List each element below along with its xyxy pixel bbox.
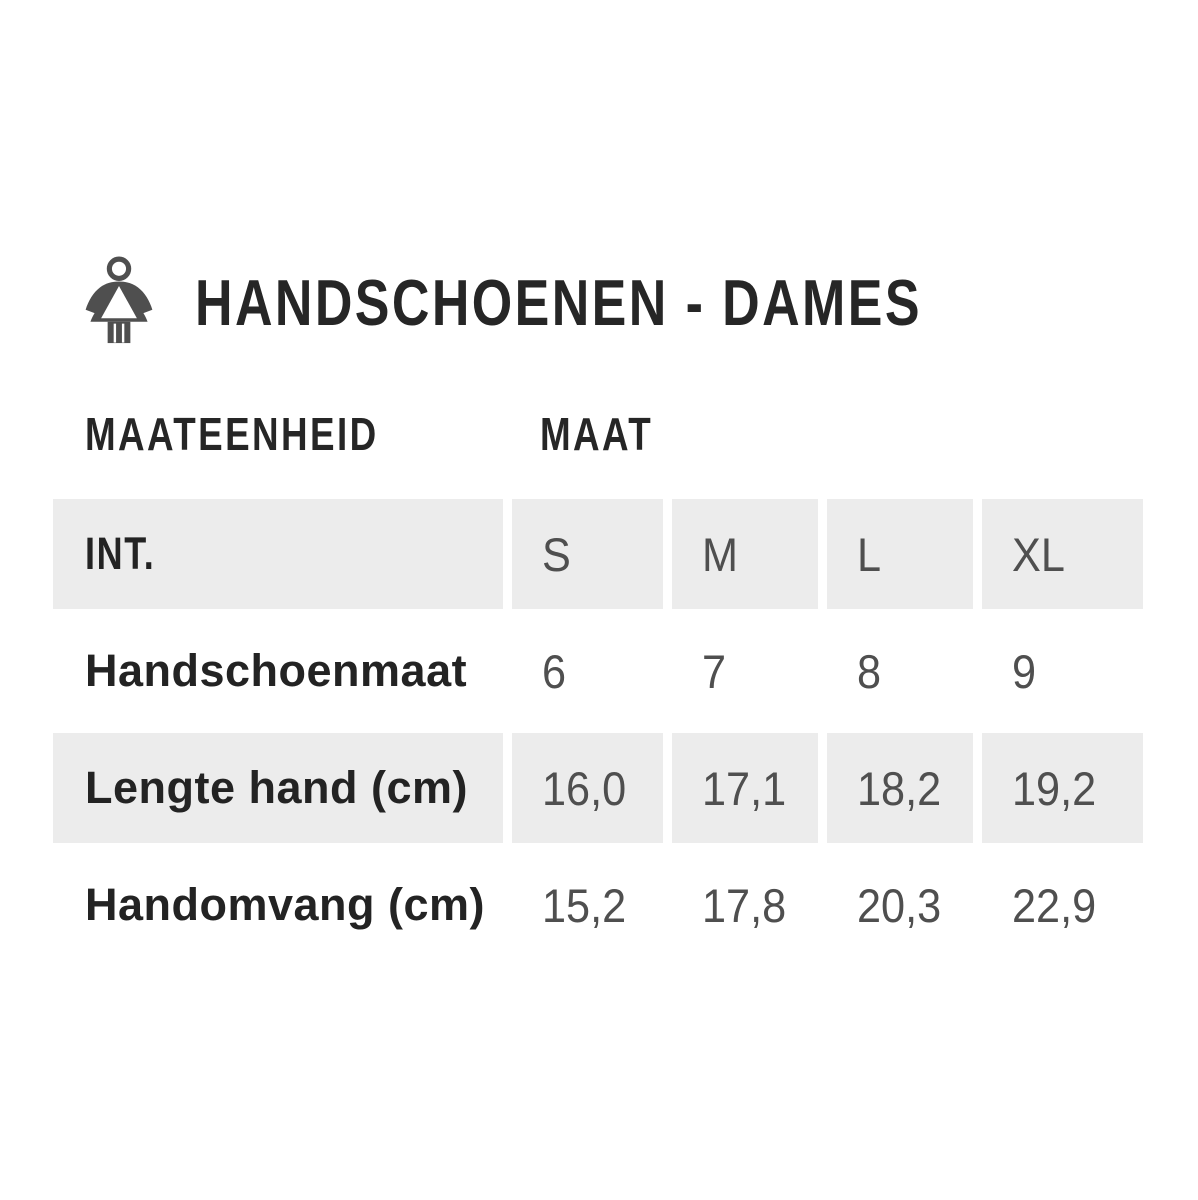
- page-title-text: HANDSCHOENEN - DAMES: [195, 266, 922, 339]
- size-value-cell: S: [512, 499, 663, 609]
- size-value-cell: L: [827, 499, 973, 609]
- unit-column-header-text: MAATEENHEID: [85, 408, 379, 460]
- size-value: XL: [1012, 527, 1065, 581]
- size-value: 9: [1012, 644, 1037, 698]
- size-value: 17,1: [702, 761, 787, 815]
- size-value-cell: 9: [982, 609, 1143, 733]
- size-value-cell: 20,3: [827, 843, 973, 967]
- table-row: Handomvang (cm) 15,2 17,8 20,3 22,9: [53, 843, 1143, 967]
- size-value-cell: XL: [982, 499, 1143, 609]
- size-value: 8: [857, 644, 882, 698]
- table-row: INT. S M L XL: [53, 499, 1143, 609]
- size-value-cell: M: [672, 499, 818, 609]
- size-value: 7: [702, 644, 727, 698]
- size-table: INT. S M L XL Handschoenmaat 6 7 8 9: [53, 499, 1143, 967]
- size-value-cell: 6: [512, 609, 663, 733]
- size-value-cell: 17,1: [672, 733, 818, 843]
- row-label: Lengte hand (cm): [85, 762, 469, 813]
- size-column-header: MAAT: [512, 407, 1143, 461]
- size-value: 18,2: [857, 761, 942, 815]
- size-value: 17,8: [702, 878, 787, 932]
- chart-header: HANDSCHOENEN - DAMES: [53, 253, 1143, 353]
- row-label-cell: Lengte hand (cm): [53, 733, 503, 843]
- size-value-cell: 15,2: [512, 843, 663, 967]
- size-value-cell: 22,9: [982, 843, 1143, 967]
- size-chart-content: HANDSCHOENEN - DAMES MAATEENHEID MAAT IN…: [53, 253, 1143, 967]
- size-value: 22,9: [1012, 878, 1097, 932]
- page-title: HANDSCHOENEN - DAMES: [195, 253, 1104, 353]
- row-label: Handschoenmaat: [85, 645, 468, 696]
- size-value-cell: 18,2: [827, 733, 973, 843]
- woman-icon: [75, 254, 163, 352]
- unit-column-header: MAATEENHEID: [53, 407, 503, 461]
- size-value: 15,2: [542, 878, 627, 932]
- size-value-cell: 7: [672, 609, 818, 733]
- size-value: M: [702, 527, 739, 581]
- size-value: 6: [542, 644, 567, 698]
- table-row: Handschoenmaat 6 7 8 9: [53, 609, 1143, 733]
- row-label-cell: INT.: [53, 499, 503, 609]
- size-value-cell: 19,2: [982, 733, 1143, 843]
- size-value-cell: 16,0: [512, 733, 663, 843]
- table-row: Lengte hand (cm) 16,0 17,1 18,2 19,2: [53, 733, 1143, 843]
- size-column-header-text: MAAT: [540, 408, 654, 460]
- size-value: 20,3: [857, 878, 942, 932]
- row-label: INT.: [85, 528, 156, 579]
- row-label-cell: Handomvang (cm): [53, 843, 503, 967]
- size-value: L: [857, 527, 882, 581]
- size-value: 19,2: [1012, 761, 1097, 815]
- column-headers: MAATEENHEID MAAT: [53, 407, 1143, 461]
- row-label-cell: Handschoenmaat: [53, 609, 503, 733]
- row-label: Handomvang (cm): [85, 879, 486, 930]
- size-value: S: [542, 527, 571, 581]
- size-value-cell: 17,8: [672, 843, 818, 967]
- size-value: 16,0: [542, 761, 627, 815]
- size-value-cell: 8: [827, 609, 973, 733]
